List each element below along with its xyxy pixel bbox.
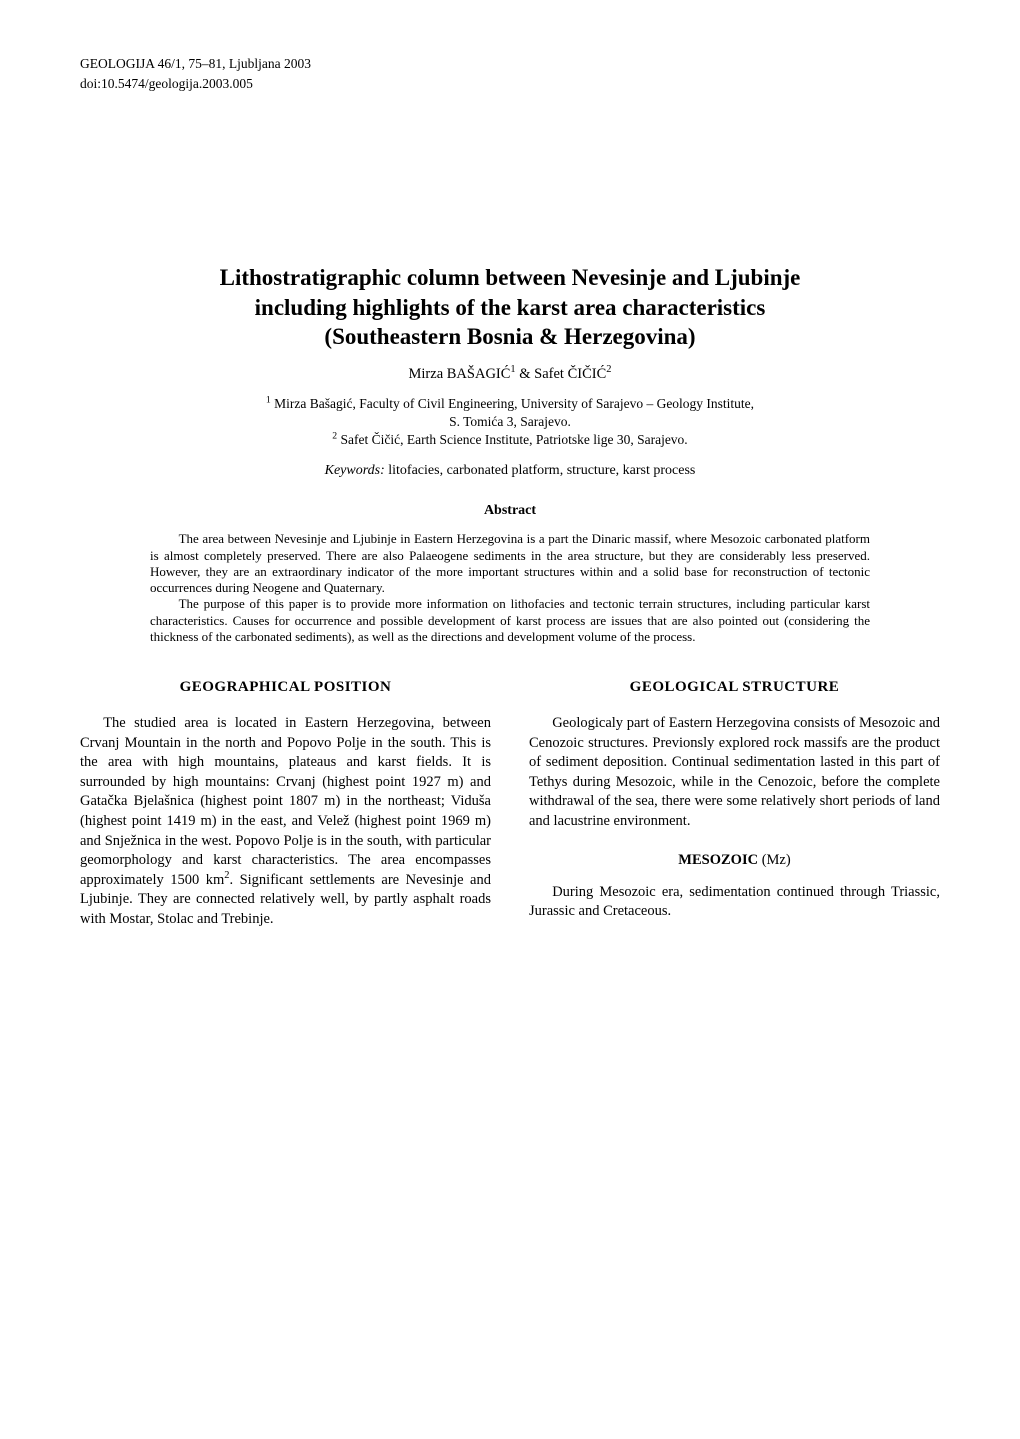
abstract-heading: Abstract: [150, 503, 870, 519]
title-line-1: Lithostratigraphic column between Nevesi…: [80, 263, 940, 292]
doi-line: doi:10.5474/geologija.2003.005: [80, 75, 940, 93]
mesozoic-label-bold: MESOZOIC: [678, 852, 758, 868]
abstract-paragraph-2: The purpose of this paper is to provide …: [150, 596, 870, 645]
author-1-affil-sup: 1: [510, 364, 515, 375]
subsection-heading-mesozoic: MESOZOIC (Mz): [529, 852, 940, 869]
abstract-paragraph-1: The area between Nevesinje and Ljubinje …: [150, 531, 870, 596]
right-column: GEOLOGICAL STRUCTURE Geologicaly part of…: [529, 673, 940, 929]
section-heading-geographical-position: GEOGRAPHICAL POSITION: [80, 679, 491, 696]
section-heading-geological-structure: GEOLOGICAL STRUCTURE: [529, 679, 940, 696]
title-line-2: including highlights of the karst area c…: [80, 293, 940, 322]
affiliation-1-line-2: S. Tomića 3, Sarajevo.: [80, 413, 940, 431]
title-line-3: (Southeastern Bosnia & Herzegovina): [80, 322, 940, 351]
authors-line: Mirza BAŠAGIĆ1 & Safet ČIČIĆ2: [80, 366, 940, 383]
affiliations: 1 Mirza Bašagić, Faculty of Civil Engine…: [80, 395, 940, 450]
author-2-affil-sup: 2: [606, 364, 611, 375]
geological-structure-paragraph: Geologicaly part of Eastern Herzegovina …: [529, 714, 940, 831]
left-column: GEOGRAPHICAL POSITION The studied area i…: [80, 673, 491, 929]
author-1-name: Mirza BAŠAGIĆ: [409, 366, 511, 382]
author-separator-and-2-name: & Safet ČIČIĆ: [519, 366, 606, 382]
geo-para-text-a: The studied area is located in Eastern H…: [80, 715, 491, 888]
keywords-values: litofacies, carbonated platform, structu…: [385, 463, 696, 478]
affiliation-1-line-1: 1 Mirza Bašagić, Faculty of Civil Engine…: [80, 395, 940, 413]
mesozoic-paragraph: During Mesozoic era, sedimentation conti…: [529, 883, 940, 922]
journal-reference: GEOLOGIJA 46/1, 75–81, Ljubljana 2003: [80, 55, 940, 73]
affiliation-2-text: Safet Čičić, Earth Science Institute, Pa…: [337, 432, 688, 447]
keywords-line: Keywords: litofacies, carbonated platfor…: [80, 463, 940, 479]
geographical-position-paragraph: The studied area is located in Eastern H…: [80, 714, 491, 929]
abstract-section: Abstract The area between Nevesinje and …: [150, 503, 870, 645]
affiliation-1-text-1: Mirza Bašagić, Faculty of Civil Engineer…: [271, 396, 754, 411]
page-header: GEOLOGIJA 46/1, 75–81, Ljubljana 2003 do…: [80, 55, 940, 93]
mesozoic-label-paren: (Mz): [758, 852, 791, 868]
article-title: Lithostratigraphic column between Nevesi…: [80, 263, 940, 351]
body-columns: GEOGRAPHICAL POSITION The studied area i…: [80, 673, 940, 929]
affiliation-2-line: 2 Safet Čičić, Earth Science Institute, …: [80, 431, 940, 449]
keywords-label: Keywords:: [325, 463, 385, 478]
